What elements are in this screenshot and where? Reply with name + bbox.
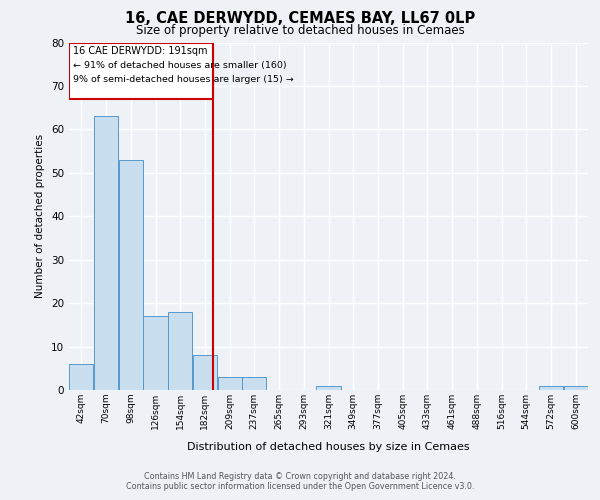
Text: Contains HM Land Registry data © Crown copyright and database right 2024.: Contains HM Land Registry data © Crown c… [144, 472, 456, 481]
Bar [316, 386, 341, 390]
Bar [94, 116, 118, 390]
Bar [69, 42, 213, 99]
Text: 16, CAE DERWYDD, CEMAES BAY, LL67 0LP: 16, CAE DERWYDD, CEMAES BAY, LL67 0LP [125, 11, 475, 26]
Text: Distribution of detached houses by size in Cemaes: Distribution of detached houses by size … [187, 442, 470, 452]
Bar [539, 386, 563, 390]
Bar [242, 377, 266, 390]
Text: Contains public sector information licensed under the Open Government Licence v3: Contains public sector information licen… [126, 482, 474, 491]
Text: 16 CAE DERWYDD: 191sqm: 16 CAE DERWYDD: 191sqm [73, 46, 207, 56]
Text: 9% of semi-detached houses are larger (15) →: 9% of semi-detached houses are larger (1… [73, 75, 293, 84]
Y-axis label: Number of detached properties: Number of detached properties [35, 134, 46, 298]
Bar [168, 312, 193, 390]
Text: ← 91% of detached houses are smaller (160): ← 91% of detached houses are smaller (16… [73, 60, 286, 70]
Bar [119, 160, 143, 390]
Bar [193, 355, 217, 390]
Bar [143, 316, 167, 390]
Bar [218, 377, 242, 390]
Bar [69, 364, 94, 390]
Bar [563, 386, 588, 390]
Text: Size of property relative to detached houses in Cemaes: Size of property relative to detached ho… [136, 24, 464, 37]
